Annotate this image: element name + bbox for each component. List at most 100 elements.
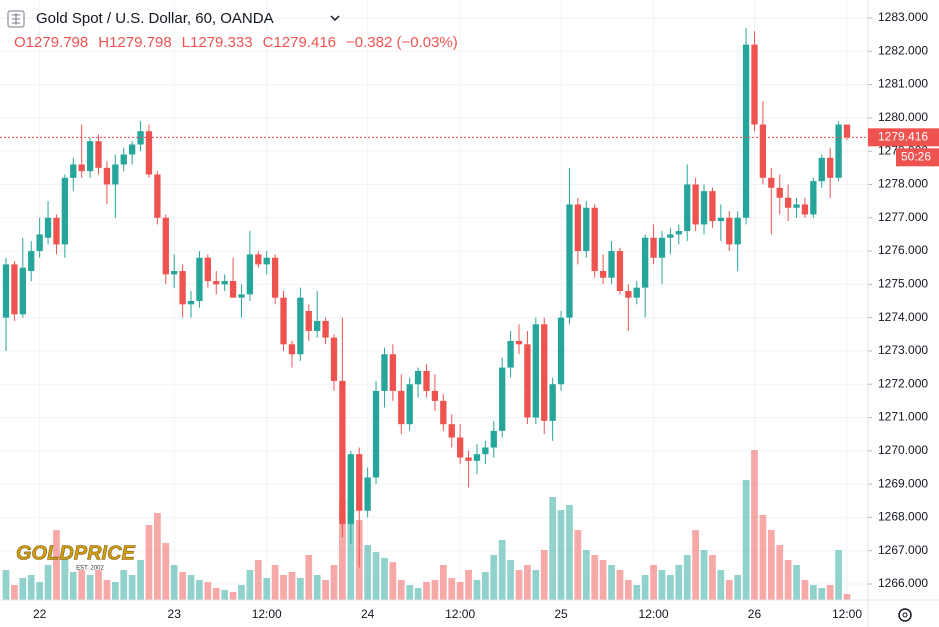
dropdown-arrow[interactable]: [330, 15, 340, 22]
volume-bar: [263, 578, 271, 600]
volume-bar: [347, 495, 355, 600]
candle-body: [818, 157, 825, 182]
x-tick-label: 24: [361, 607, 375, 621]
candle-body: [742, 44, 750, 218]
volume-bar: [204, 582, 212, 600]
candle-body: [692, 184, 699, 225]
candle-body: [280, 297, 287, 345]
candle-body: [255, 254, 262, 265]
ohlc-letter: O: [14, 34, 26, 51]
volume-bar: [734, 575, 742, 600]
volume-bar: [154, 513, 161, 600]
volume-bar: [364, 545, 371, 600]
volume-bar: [196, 580, 203, 600]
volume-bar: [19, 578, 27, 600]
candle-body: [246, 254, 254, 295]
countdown-box: [896, 148, 939, 167]
volume-bar: [650, 565, 657, 600]
candle-body: [288, 344, 296, 355]
ohlc-value: 1279.333: [190, 34, 253, 51]
symbol-icon-lines: [12, 13, 20, 25]
candle-body: [171, 271, 178, 275]
candle-body: [541, 324, 548, 421]
candle-body: [784, 197, 792, 208]
volume-bar: [709, 555, 716, 600]
x-tick-label: 12:00: [832, 607, 862, 621]
volume-bar: [482, 572, 489, 600]
candle-body: [835, 124, 842, 178]
volume-bar: [212, 588, 220, 600]
candle-body: [583, 207, 590, 252]
volume-bar: [120, 570, 128, 600]
volume-bar: [397, 580, 405, 600]
volume-bar: [36, 582, 44, 600]
candle-body: [726, 217, 733, 245]
volume-bar: [2, 570, 10, 600]
candle-body: [667, 234, 674, 238]
candle-body: [658, 237, 666, 258]
candle-body: [381, 354, 388, 391]
candle-body: [61, 177, 69, 245]
volume-bar: [288, 572, 296, 600]
candle-body: [440, 400, 447, 425]
volume-bar: [465, 570, 472, 600]
candle-body: [263, 257, 270, 265]
settings-icon[interactable]: [898, 608, 912, 622]
volume-bar: [540, 550, 548, 600]
candle-body: [566, 204, 573, 318]
candle-body: [768, 177, 775, 188]
volume-bar: [27, 575, 35, 600]
volume-bar: [742, 480, 750, 600]
candle-body: [44, 217, 52, 238]
volume-bar: [439, 565, 447, 600]
x-tick-label: 12:00: [639, 607, 669, 621]
candle-body: [843, 124, 851, 138]
volume-layer: [2, 450, 851, 600]
candle-body: [28, 251, 35, 272]
candle-body: [305, 310, 312, 331]
grid: [0, 0, 868, 600]
candle-body: [507, 340, 514, 368]
candle-body: [78, 164, 85, 172]
volume-bar: [818, 588, 826, 600]
logo-text: GOLDPRICE: [16, 542, 136, 564]
volume-bar: [11, 585, 18, 600]
volume-bar: [616, 570, 624, 600]
y-tick-label: 1266.000: [878, 576, 928, 590]
y-tick-label: 1278.000: [878, 177, 928, 191]
volume-bar: [566, 505, 573, 600]
chart-title[interactable]: Gold Spot / U.S. Dollar, 60, OANDA: [36, 10, 274, 27]
volume-bar: [624, 580, 632, 600]
volume-bar: [835, 550, 842, 600]
candle-body: [448, 424, 455, 438]
gear[interactable]: [898, 608, 912, 622]
candle-body: [625, 291, 632, 298]
candle-body: [751, 44, 758, 125]
y-tick-label: 1282.000: [878, 43, 928, 57]
candle-body: [549, 384, 556, 421]
candle-body: [179, 271, 186, 305]
candle-body: [608, 251, 615, 278]
candle-body: [53, 217, 60, 245]
candle-body: [364, 477, 371, 511]
candle-body: [810, 181, 817, 215]
candle-body: [499, 367, 506, 431]
volume-bar: [599, 560, 607, 600]
candle-body: [827, 157, 834, 178]
candle-body: [465, 457, 472, 461]
volume-bar: [456, 582, 464, 600]
volume-bar: [53, 530, 60, 600]
volume-bar: [473, 580, 481, 600]
volume-bar: [448, 578, 456, 600]
candle-body: [70, 164, 77, 178]
candle-body: [347, 454, 354, 525]
candle-body: [95, 141, 102, 168]
volume-bar: [145, 525, 153, 600]
candle-body: [717, 217, 725, 222]
volume-bar: [826, 585, 834, 600]
volume-bar: [86, 575, 94, 600]
candle-body: [398, 390, 405, 425]
candle-body: [515, 340, 523, 345]
candle-body: [599, 271, 607, 278]
